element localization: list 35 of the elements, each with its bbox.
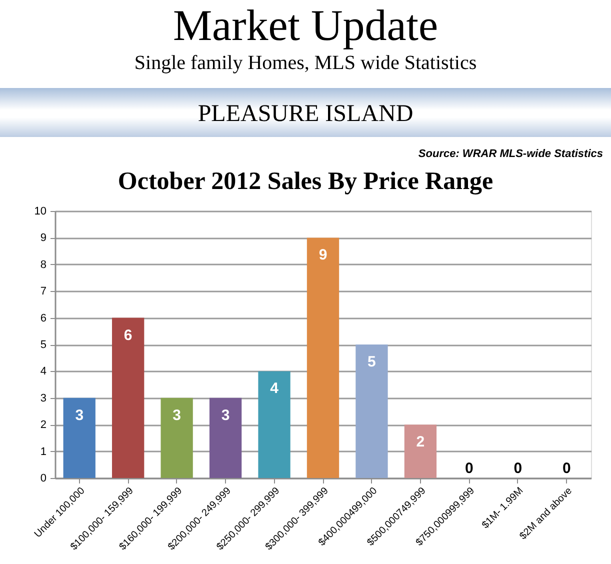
text: October 2012 Sales By Price Range [118,168,494,195]
y-tick-label: 0 [40,472,46,484]
bar [258,371,290,478]
bar [209,398,242,478]
chart-title: Market Update [172,1,438,50]
data-label: 4 [270,380,280,398]
y-tick-label: 4 [40,366,46,378]
text: PLEASURE ISLAND [198,101,414,127]
data-label: 3 [221,406,230,424]
source-note: Source: WRAR MLS-wide Statistics [418,148,603,160]
data-label: 0 [562,460,571,477]
y-tick-label: 5 [40,339,46,351]
y-tick-label: 10 [34,206,46,218]
chart-subtitle: Single family Homes, MLS wide Statistics [134,52,477,74]
bar [404,424,437,478]
y-tick-label: 3 [40,392,46,404]
bar [306,238,340,478]
data-label: 5 [368,354,376,370]
y-tick-label: 8 [40,258,46,271]
data-label: 6 [124,326,132,344]
y-tick-label: 7 [40,286,46,298]
y-tick-label: 2 [40,419,46,432]
bar [112,318,144,478]
y-tick-label: 9 [40,232,46,244]
data-label: 9 [318,246,328,264]
data-label: 2 [416,434,425,451]
data-label: 3 [172,406,181,424]
data-label: 3 [75,406,84,424]
y-tick-label: 6 [40,312,46,324]
bar [160,398,193,478]
data-label: 0 [465,460,474,477]
y-tick-label: 1 [40,446,46,458]
data-label: 0 [514,460,522,477]
bar [63,398,96,478]
bar [356,344,388,478]
